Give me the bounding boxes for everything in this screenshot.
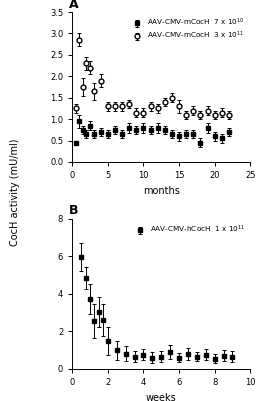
- X-axis label: weeks: weeks: [146, 393, 177, 401]
- Text: A: A: [69, 0, 78, 10]
- Text: B: B: [69, 205, 78, 217]
- Text: CocH activity (mU/ml): CocH activity (mU/ml): [11, 139, 20, 246]
- X-axis label: months: months: [143, 186, 180, 196]
- Legend: AAV-CMV-mCocH  7 x 10$^{10}$, AAV-CMV-mCocH  3 x 10$^{11}$: AAV-CMV-mCocH 7 x 10$^{10}$, AAV-CMV-mCo…: [129, 16, 247, 43]
- Legend: AAV-CMV-hCocH  1 x 10$^{11}$: AAV-CMV-hCocH 1 x 10$^{11}$: [131, 223, 247, 237]
